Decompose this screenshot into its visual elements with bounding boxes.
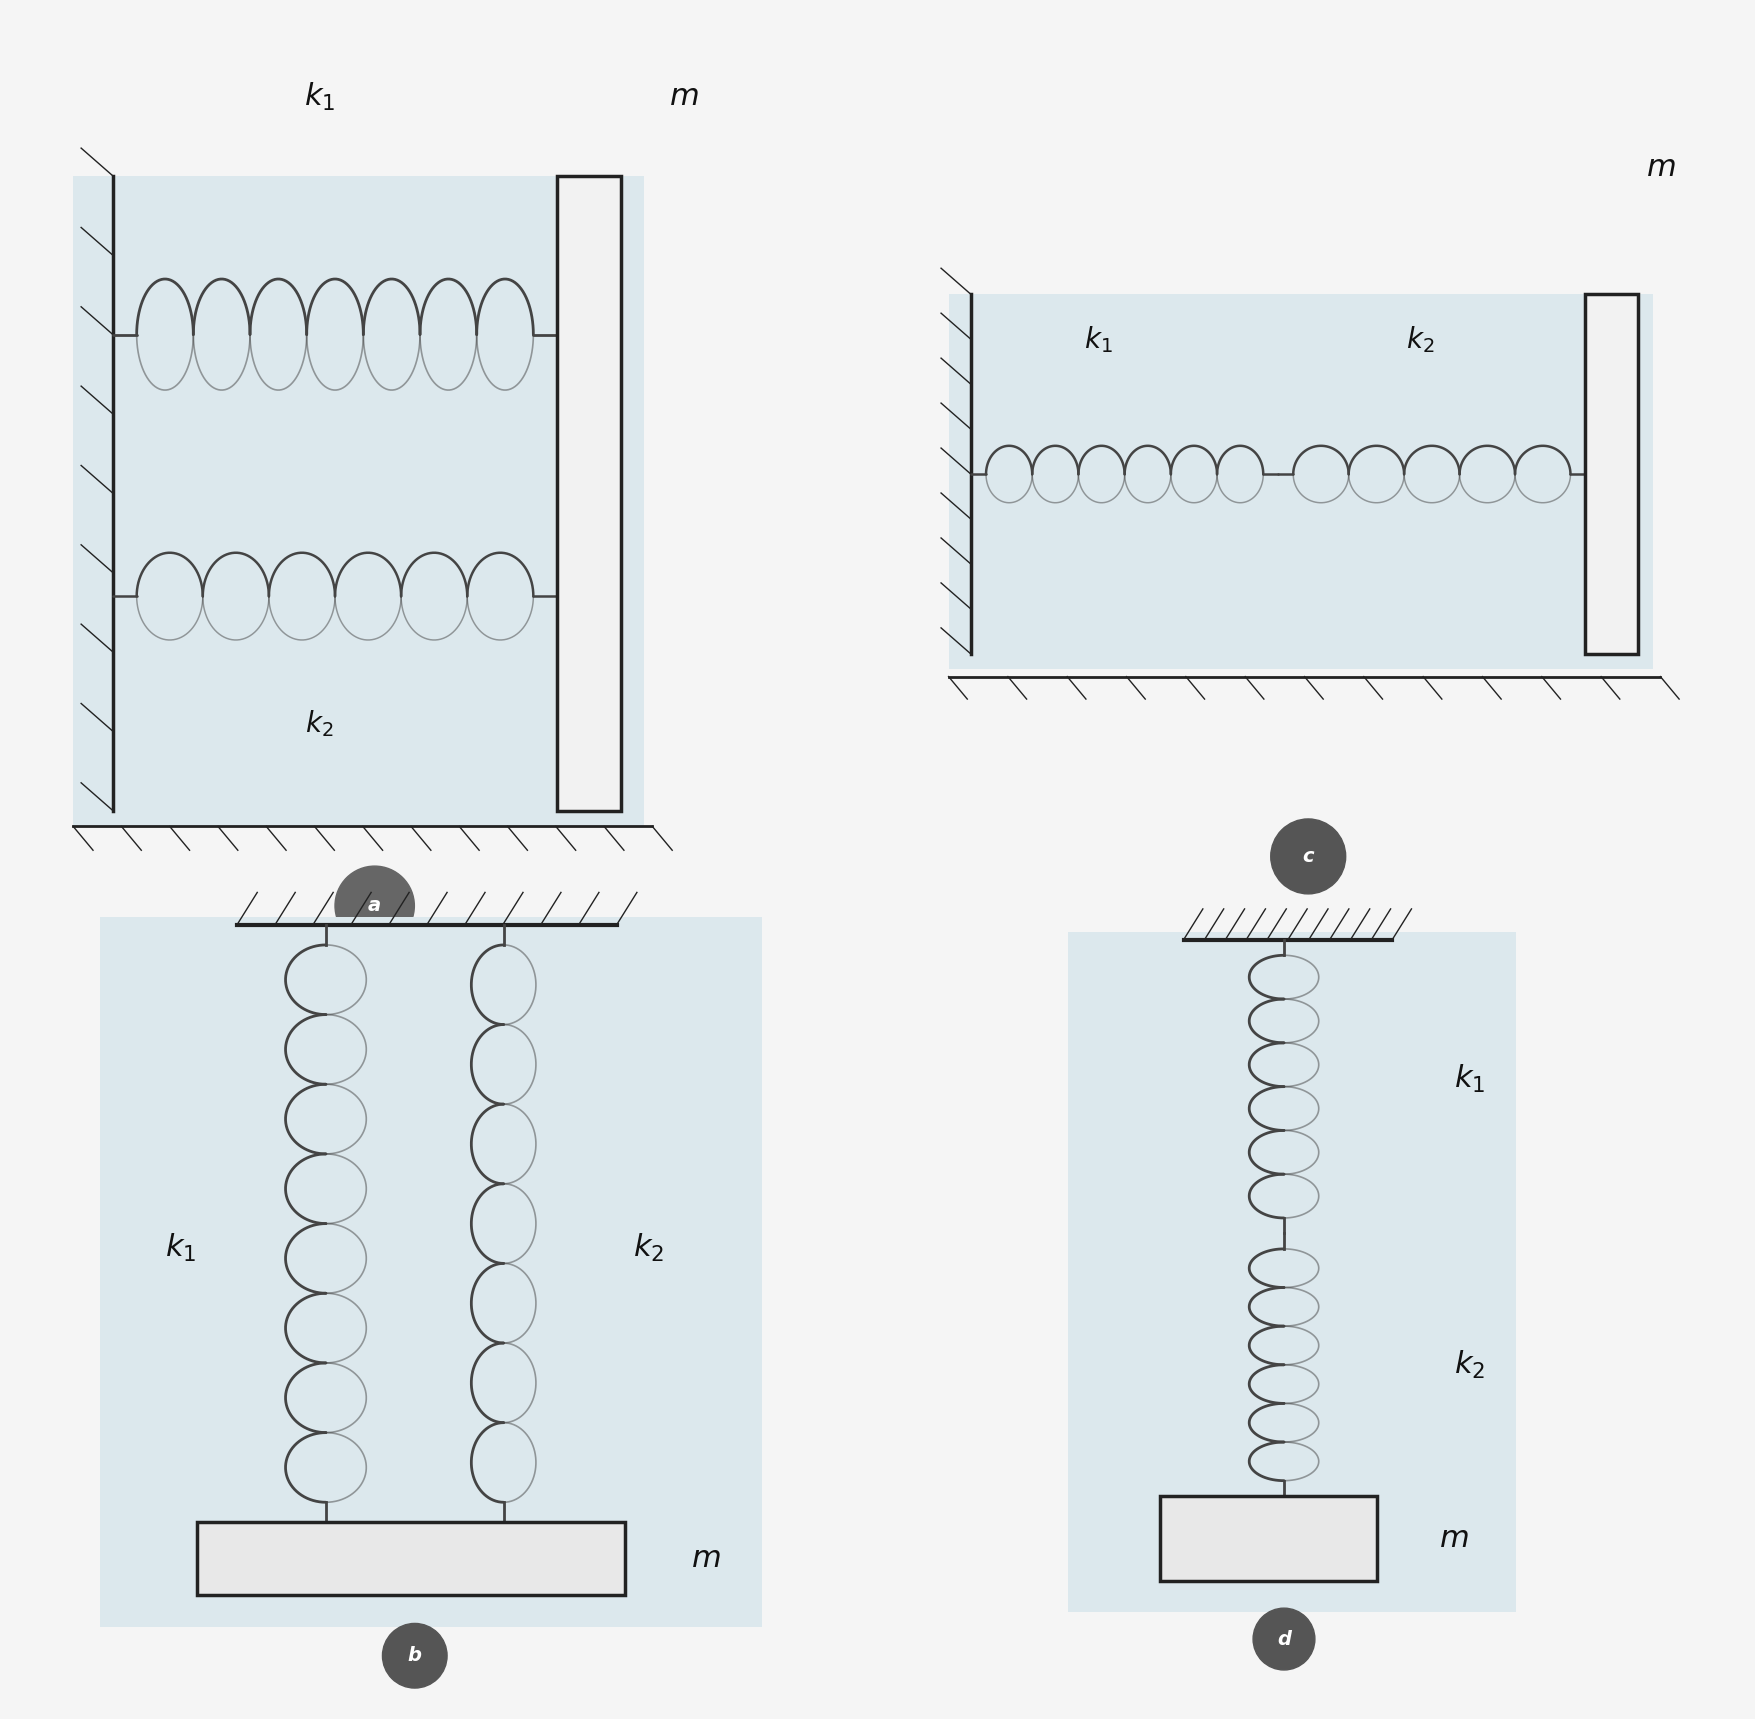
Text: $k_1$: $k_1$ [304, 81, 335, 112]
Bar [197, 1523, 625, 1595]
FancyBboxPatch shape [100, 916, 762, 1628]
Text: $m$: $m$ [1644, 151, 1674, 182]
Circle shape [1253, 1609, 1314, 1669]
Bar [1585, 294, 1637, 655]
FancyBboxPatch shape [948, 294, 1651, 669]
Circle shape [1271, 818, 1344, 894]
Bar [1160, 1496, 1376, 1581]
Text: b: b [407, 1647, 421, 1666]
Text: $k_1$: $k_1$ [1083, 323, 1113, 354]
Text: $k_2$: $k_2$ [634, 1233, 663, 1263]
Text: a: a [369, 896, 381, 915]
Circle shape [335, 866, 414, 945]
FancyBboxPatch shape [74, 175, 644, 827]
Text: c: c [1302, 847, 1313, 866]
Text: $k_1$: $k_1$ [1453, 1062, 1485, 1095]
FancyBboxPatch shape [1067, 932, 1515, 1612]
Text: $k_1$: $k_1$ [165, 1233, 197, 1263]
Text: $m$: $m$ [669, 81, 698, 112]
Text: $k_2$: $k_2$ [1453, 1349, 1485, 1380]
Circle shape [383, 1623, 448, 1688]
Bar [556, 175, 620, 811]
Text: $k_2$: $k_2$ [1406, 323, 1434, 354]
Text: $m$: $m$ [690, 1544, 720, 1575]
Text: $k_2$: $k_2$ [305, 708, 333, 739]
Text: $m$: $m$ [1439, 1523, 1467, 1554]
Text: d: d [1276, 1630, 1290, 1649]
